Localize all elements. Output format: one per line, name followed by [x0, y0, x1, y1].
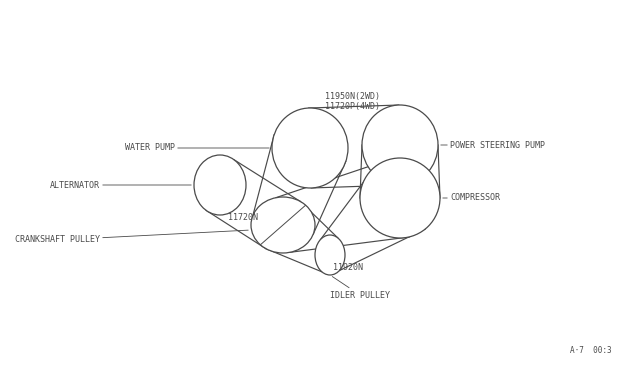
Text: CRANKSHAFT PULLEY: CRANKSHAFT PULLEY: [15, 230, 248, 244]
Text: 11950N(2WD): 11950N(2WD): [325, 92, 380, 100]
Ellipse shape: [251, 197, 315, 253]
Text: ALTERNATOR: ALTERNATOR: [50, 180, 191, 189]
Ellipse shape: [362, 105, 438, 185]
Ellipse shape: [360, 158, 440, 238]
Text: 11720P(4WD): 11720P(4WD): [325, 103, 380, 112]
Text: A·7  00:3: A·7 00:3: [570, 346, 611, 355]
Text: 11920N: 11920N: [333, 263, 363, 272]
Text: WATER PUMP: WATER PUMP: [125, 144, 269, 153]
Text: 11720N: 11720N: [228, 214, 258, 222]
Ellipse shape: [194, 155, 246, 215]
Text: POWER STEERING PUMP: POWER STEERING PUMP: [441, 141, 545, 150]
Text: COMPRESSOR: COMPRESSOR: [443, 193, 500, 202]
Ellipse shape: [315, 235, 345, 275]
Text: IDLER PULLEY: IDLER PULLEY: [330, 276, 390, 299]
Ellipse shape: [272, 108, 348, 188]
